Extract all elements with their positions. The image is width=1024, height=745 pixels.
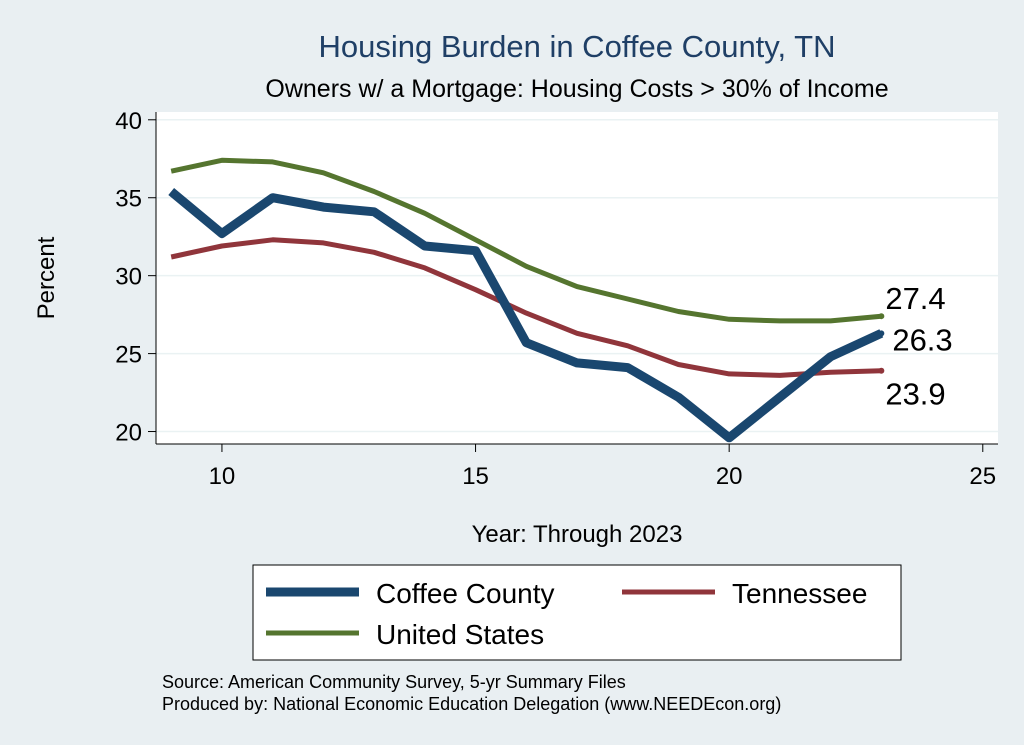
- y-tick-label-25: 25: [115, 342, 142, 369]
- end-point-tennessee: [878, 367, 885, 374]
- y-tick-label-40: 40: [115, 108, 142, 135]
- series-line-tennessee: [170, 237, 882, 378]
- source-note: Source: American Community Survey, 5-yr …: [162, 672, 626, 692]
- x-tick-label-15: 15: [462, 463, 489, 490]
- end-label-united-states: 27.4: [885, 281, 945, 316]
- y-tick-label-30: 30: [115, 264, 142, 291]
- end-point-united-states: [878, 313, 885, 320]
- series-line-coffee-county: [168, 188, 884, 443]
- series-lines: [168, 157, 885, 443]
- legend-entry-coffee-county: Coffee County: [376, 578, 555, 609]
- legend-box: [252, 564, 902, 661]
- x-tick-label-10: 10: [209, 463, 236, 490]
- end-labels: 26.3 23.9 27.4: [885, 281, 952, 412]
- series-line-united-states: [170, 157, 882, 324]
- end-point-coffee-county: [878, 330, 885, 337]
- producer-note: Produced by: National Economic Education…: [162, 694, 781, 714]
- legend-entry-united-states: United States: [376, 619, 544, 650]
- end-label-coffee-county: 26.3: [892, 322, 952, 357]
- legend-entry-tennessee: Tennessee: [732, 578, 867, 609]
- y-tick-label-35: 35: [115, 186, 142, 213]
- chart-title: Housing Burden in Coffee County, TN: [319, 29, 836, 64]
- x-tick-label-25: 25: [969, 463, 996, 490]
- axes: 20 25 30 35 40 10 15 20 25: [115, 108, 998, 490]
- chart-subtitle: Owners w/ a Mortgage: Housing Costs > 30…: [265, 75, 888, 103]
- x-tick-label-20: 20: [716, 463, 743, 490]
- x-axis-label: Year: Through 2023: [472, 521, 683, 548]
- end-label-tennessee: 23.9: [885, 377, 945, 412]
- y-axis-label: Percent: [33, 236, 60, 319]
- y-tick-label-20: 20: [115, 420, 142, 447]
- legend: Coffee County Tennessee United States: [252, 564, 902, 661]
